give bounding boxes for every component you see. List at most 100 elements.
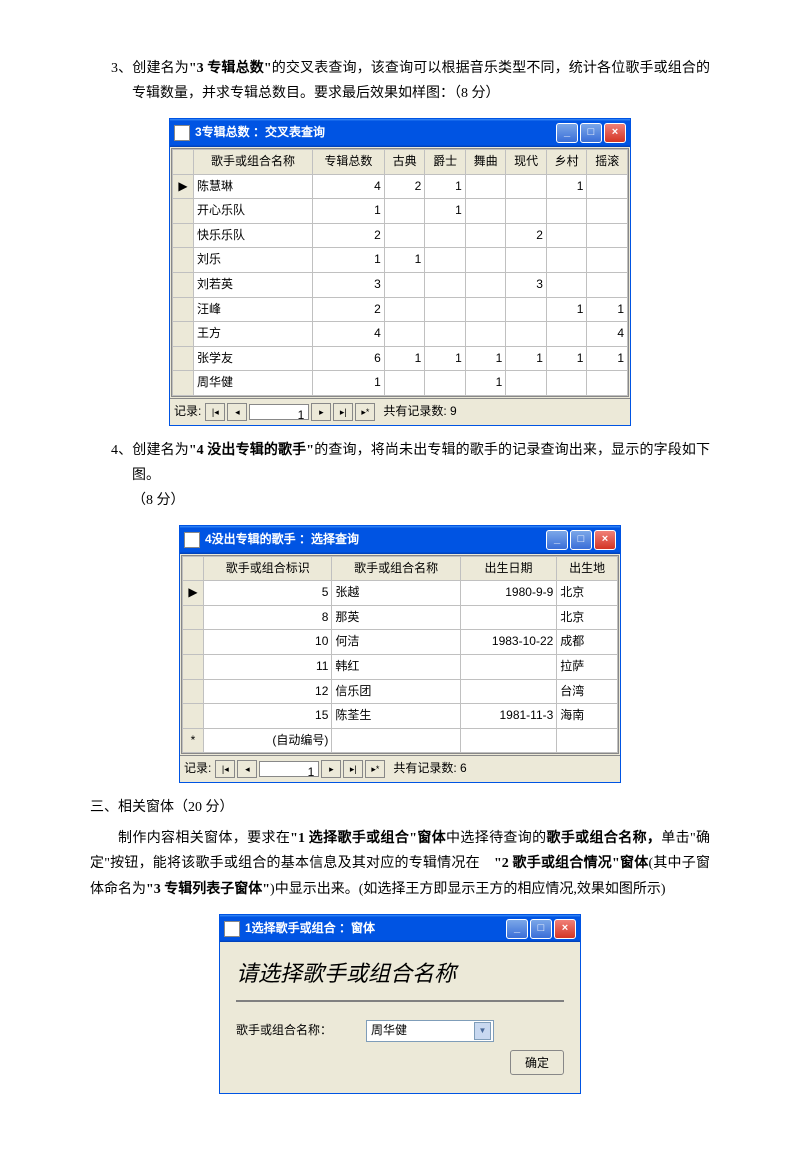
cell[interactable]: 何洁 bbox=[332, 630, 460, 655]
cell[interactable] bbox=[173, 322, 194, 347]
cell[interactable] bbox=[173, 371, 194, 396]
cell[interactable]: 1 bbox=[587, 297, 628, 322]
cell[interactable] bbox=[460, 679, 556, 704]
cell[interactable]: 3 bbox=[506, 272, 547, 297]
cell[interactable] bbox=[332, 728, 460, 753]
column-header[interactable]: 出生地 bbox=[557, 556, 618, 581]
table-row[interactable]: ▶5张越1980-9-9北京 bbox=[183, 581, 618, 606]
cell[interactable] bbox=[506, 297, 547, 322]
cell[interactable]: 2 bbox=[384, 174, 425, 199]
table-row[interactable]: 10何洁1983-10-22成都 bbox=[183, 630, 618, 655]
cell[interactable]: 10 bbox=[204, 630, 332, 655]
cell[interactable]: 1 bbox=[465, 346, 506, 371]
cell[interactable]: ▶ bbox=[173, 174, 194, 199]
cell[interactable] bbox=[546, 272, 587, 297]
cell[interactable]: 1 bbox=[506, 346, 547, 371]
cell[interactable]: 8 bbox=[204, 605, 332, 630]
nav-prev-button[interactable]: ◂ bbox=[227, 403, 247, 421]
cell[interactable]: 1 bbox=[587, 346, 628, 371]
cell[interactable]: 1 bbox=[465, 371, 506, 396]
cell[interactable] bbox=[460, 605, 556, 630]
cell[interactable] bbox=[465, 297, 506, 322]
column-header[interactable]: 舞曲 bbox=[465, 149, 506, 174]
ok-button[interactable]: 确定 bbox=[510, 1050, 564, 1075]
cell[interactable]: 1 bbox=[425, 346, 466, 371]
nav-last-button[interactable]: ▸| bbox=[343, 760, 363, 778]
column-header[interactable]: 现代 bbox=[506, 149, 547, 174]
cell[interactable]: 海南 bbox=[557, 704, 618, 729]
cell[interactable]: 台湾 bbox=[557, 679, 618, 704]
cell[interactable] bbox=[384, 297, 425, 322]
cell[interactable] bbox=[173, 346, 194, 371]
cell[interactable]: 张越 bbox=[332, 581, 460, 606]
cell[interactable]: 北京 bbox=[557, 581, 618, 606]
close-button[interactable]: × bbox=[594, 530, 616, 550]
cell[interactable]: 陈荃生 bbox=[332, 704, 460, 729]
cell[interactable] bbox=[173, 297, 194, 322]
cell[interactable] bbox=[557, 728, 618, 753]
cell[interactable]: 1 bbox=[546, 346, 587, 371]
close-button[interactable]: × bbox=[554, 919, 576, 939]
cell[interactable]: 1 bbox=[384, 248, 425, 273]
cell[interactable]: 北京 bbox=[557, 605, 618, 630]
cell[interactable]: 成都 bbox=[557, 630, 618, 655]
cell[interactable] bbox=[465, 174, 506, 199]
cell[interactable]: 张学友 bbox=[194, 346, 313, 371]
minimize-button[interactable]: _ bbox=[546, 530, 568, 550]
cell[interactable]: 6 bbox=[312, 346, 384, 371]
cell[interactable]: 2 bbox=[506, 223, 547, 248]
table-row[interactable]: 汪峰211 bbox=[173, 297, 628, 322]
cell[interactable] bbox=[465, 248, 506, 273]
maximize-button[interactable]: □ bbox=[570, 530, 592, 550]
cell[interactable] bbox=[173, 199, 194, 224]
cell[interactable] bbox=[587, 248, 628, 273]
cell[interactable]: 汪峰 bbox=[194, 297, 313, 322]
table-row[interactable]: 开心乐队11 bbox=[173, 199, 628, 224]
cell[interactable]: 15 bbox=[204, 704, 332, 729]
nav-first-button[interactable]: |◂ bbox=[215, 760, 235, 778]
cell[interactable]: 4 bbox=[587, 322, 628, 347]
nav-position[interactable]: 1 bbox=[249, 404, 309, 420]
column-header[interactable]: 出生日期 bbox=[460, 556, 556, 581]
cell[interactable] bbox=[506, 371, 547, 396]
cell[interactable] bbox=[506, 322, 547, 347]
column-header[interactable]: 歌手或组合名称 bbox=[332, 556, 460, 581]
cell[interactable] bbox=[384, 199, 425, 224]
cell[interactable] bbox=[425, 248, 466, 273]
column-header[interactable]: 乡村 bbox=[546, 149, 587, 174]
cell[interactable] bbox=[506, 248, 547, 273]
cell[interactable] bbox=[546, 199, 587, 224]
minimize-button[interactable]: _ bbox=[506, 919, 528, 939]
cell[interactable]: 5 bbox=[204, 581, 332, 606]
nav-next-button[interactable]: ▸ bbox=[321, 760, 341, 778]
cell[interactable]: 刘乐 bbox=[194, 248, 313, 273]
minimize-button[interactable]: _ bbox=[556, 123, 578, 143]
table-row[interactable]: *(自动编号) bbox=[183, 728, 618, 753]
cell[interactable]: 12 bbox=[204, 679, 332, 704]
table-row[interactable]: 15陈荃生1981-11-3海南 bbox=[183, 704, 618, 729]
cell[interactable] bbox=[384, 223, 425, 248]
column-header[interactable]: 古典 bbox=[384, 149, 425, 174]
column-header[interactable]: 歌手或组合名称 bbox=[194, 149, 313, 174]
cell[interactable] bbox=[460, 655, 556, 680]
cell[interactable] bbox=[183, 655, 204, 680]
data-grid[interactable]: 歌手或组合标识歌手或组合名称出生日期出生地 ▶5张越1980-9-9北京8那英北… bbox=[181, 555, 619, 755]
column-header[interactable] bbox=[173, 149, 194, 174]
cell[interactable]: 韩红 bbox=[332, 655, 460, 680]
cell[interactable]: 1 bbox=[312, 371, 384, 396]
cell[interactable]: 1980-9-9 bbox=[460, 581, 556, 606]
table-row[interactable]: 快乐乐队22 bbox=[173, 223, 628, 248]
titlebar[interactable]: 3专辑总数 ：交叉表查询 _ □ × bbox=[170, 119, 630, 147]
cell[interactable] bbox=[587, 223, 628, 248]
cell[interactable] bbox=[587, 199, 628, 224]
titlebar[interactable]: 1选择歌手或组合 ：窗体 _ □ × bbox=[220, 915, 580, 943]
cell[interactable] bbox=[384, 272, 425, 297]
cell[interactable] bbox=[183, 605, 204, 630]
table-row[interactable]: 王方44 bbox=[173, 322, 628, 347]
cell[interactable]: 1 bbox=[384, 346, 425, 371]
cell[interactable] bbox=[465, 272, 506, 297]
table-row[interactable]: 刘若英33 bbox=[173, 272, 628, 297]
cell[interactable]: (自动编号) bbox=[204, 728, 332, 753]
cell[interactable]: 1 bbox=[546, 297, 587, 322]
cell[interactable]: 1981-11-3 bbox=[460, 704, 556, 729]
